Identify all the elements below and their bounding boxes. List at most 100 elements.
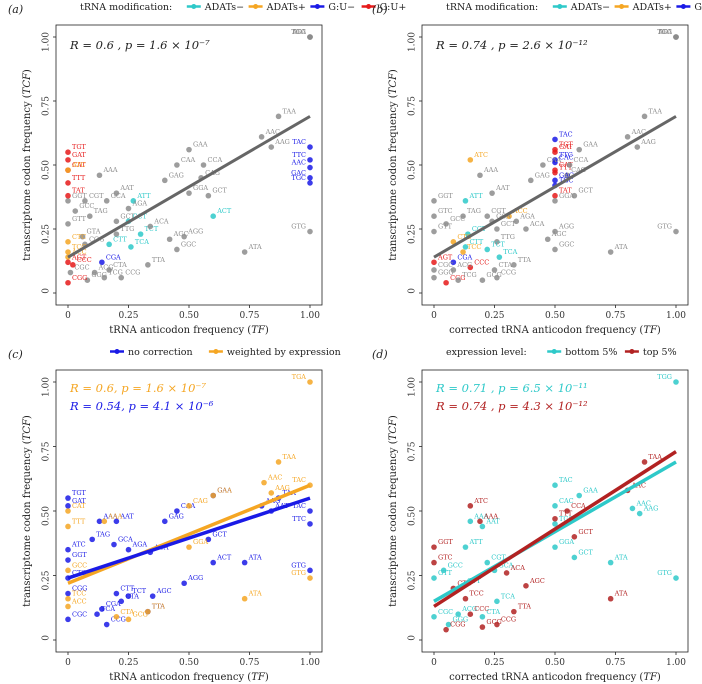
- point-label: CTA: [499, 261, 513, 269]
- data-point: [106, 267, 112, 273]
- x-axis-title: tRNA anticodon frequency (TF): [109, 672, 269, 683]
- x-tick-label: 0.75: [605, 658, 625, 668]
- data-point: [65, 149, 71, 155]
- data-point: [467, 518, 474, 525]
- plot-frame: [55, 24, 323, 306]
- data-point: [431, 559, 437, 566]
- stats-annotation: R = 0.6 , p = 1.6 × 10⁻⁷: [69, 38, 210, 52]
- data-point: [431, 213, 437, 219]
- data-point: [307, 575, 313, 581]
- point-label: GTC: [438, 207, 453, 215]
- point-label: TAC: [292, 502, 306, 510]
- point-label: GTG: [657, 223, 672, 231]
- point-label: CCC: [474, 258, 489, 266]
- point-label: TTG: [501, 233, 515, 241]
- data-point: [552, 503, 558, 509]
- point-label: TAA: [283, 107, 297, 115]
- point-label: TAA: [649, 453, 663, 461]
- x-tick-label: 0.50: [179, 658, 199, 668]
- data-point: [241, 559, 248, 566]
- legend-marker: [213, 349, 219, 354]
- data-point: [513, 218, 520, 225]
- legend-item: ADATs−: [570, 2, 610, 13]
- data-point: [564, 172, 570, 179]
- legend-item: bottom 5%: [565, 347, 617, 358]
- data-point: [125, 616, 132, 623]
- point-label: TGG: [657, 28, 672, 36]
- point-label: ACT: [216, 554, 232, 562]
- data-point: [494, 621, 500, 628]
- point-label: TCA: [503, 248, 517, 256]
- point-label: GCT: [212, 530, 227, 538]
- data-point: [479, 523, 486, 530]
- data-point: [125, 546, 132, 553]
- point-label: CCG: [125, 269, 140, 277]
- legend-item: G:U+: [380, 2, 407, 13]
- point-label: CTA: [120, 608, 134, 616]
- data-point: [552, 198, 558, 204]
- point-label: ACG: [461, 605, 477, 613]
- data-point: [181, 233, 187, 240]
- point-label: GAA: [583, 487, 598, 495]
- data-point: [494, 598, 500, 605]
- data-point: [82, 198, 88, 204]
- y-tick-label: 0.25: [408, 224, 418, 244]
- data-point: [268, 490, 275, 496]
- data-point: [307, 228, 313, 235]
- point-label: GTT: [438, 569, 453, 577]
- y-tick-label: 0.50: [408, 160, 418, 180]
- point-label: ACC: [512, 207, 528, 215]
- point-label: ATG: [291, 28, 306, 36]
- point-label: GGA: [559, 192, 574, 200]
- point-label: TTA: [152, 603, 165, 611]
- data-point: [467, 264, 474, 271]
- point-label: ACG: [456, 261, 472, 269]
- point-label: GTG: [291, 561, 306, 569]
- point-label: TCT: [491, 240, 505, 248]
- point-label: GCC: [448, 561, 463, 569]
- point-label: GTC: [438, 554, 453, 562]
- point-label: TCT: [145, 225, 159, 233]
- data-point: [571, 192, 578, 199]
- point-label: CGG: [450, 621, 465, 629]
- data-point: [130, 198, 137, 204]
- data-point: [431, 544, 437, 550]
- point-label: TAG: [94, 207, 108, 215]
- data-point: [125, 593, 132, 599]
- point-label: GAC: [559, 171, 574, 179]
- data-point: [241, 249, 248, 255]
- point-label: ACA: [153, 217, 169, 225]
- data-point: [166, 236, 173, 243]
- data-point: [65, 508, 71, 514]
- point-label: TCC: [72, 590, 86, 598]
- point-label: AAA: [102, 166, 117, 174]
- data-point: [307, 164, 313, 171]
- point-label: TCG: [108, 269, 123, 277]
- data-point: [552, 521, 558, 527]
- data-point: [118, 274, 125, 281]
- x-tick-label: 1.00: [300, 658, 320, 668]
- data-point: [103, 198, 110, 204]
- data-point: [462, 595, 469, 602]
- panel-label: (b): [372, 3, 388, 16]
- x-tick-label: 0.75: [239, 311, 259, 321]
- data-point: [65, 595, 71, 602]
- point-label: GTG: [291, 569, 306, 577]
- point-label: AGT: [71, 253, 87, 261]
- data-point: [467, 157, 474, 163]
- data-point: [552, 177, 558, 184]
- data-point: [445, 621, 452, 628]
- data-point: [162, 177, 168, 184]
- data-point: [174, 162, 180, 168]
- data-point: [186, 544, 192, 550]
- data-point: [111, 541, 117, 548]
- point-label: AGA: [132, 541, 148, 549]
- y-tick-label: 0.75: [408, 96, 418, 116]
- data-point: [503, 570, 510, 576]
- point-label: AAC: [631, 128, 646, 136]
- legend-title: expression level:: [446, 347, 527, 358]
- point-label: ATT: [136, 192, 151, 200]
- data-point: [99, 606, 105, 612]
- point-label: TAT: [72, 187, 85, 195]
- data-point: [496, 254, 503, 260]
